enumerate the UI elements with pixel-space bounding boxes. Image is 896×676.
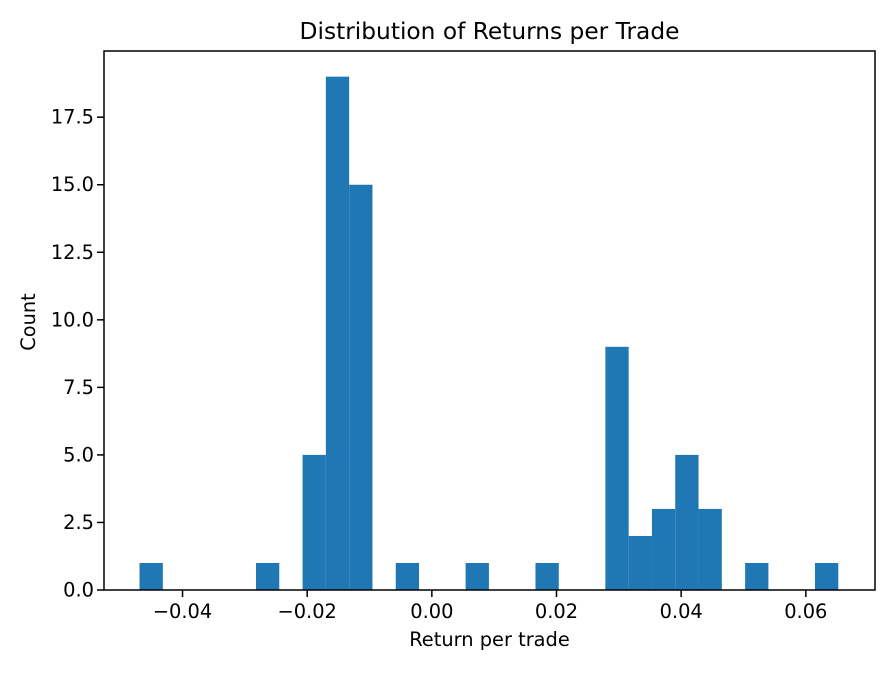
histogram-bar (651, 508, 676, 590)
histogram-bar (815, 562, 839, 590)
x-tick-label: −0.04 (153, 600, 212, 623)
y-tick-label: 7.5 (63, 376, 94, 399)
histogram-bar (349, 184, 373, 591)
plot-border (103, 50, 876, 591)
x-tick-label: 0.02 (535, 600, 578, 623)
histogram-bar (698, 508, 722, 590)
x-axis-label: Return per trade (409, 628, 570, 651)
y-axis-label: Count (17, 293, 40, 351)
y-tick-label: 10.0 (51, 308, 94, 331)
y-tick-label: 12.5 (51, 241, 94, 264)
histogram-bar (139, 562, 163, 590)
plot-area (104, 51, 875, 590)
x-tick-label: 0.06 (784, 600, 827, 623)
y-tick-label: 15.0 (51, 173, 94, 196)
x-tick-label: 0.00 (410, 600, 453, 623)
bars-group (139, 76, 839, 591)
histogram-bar (255, 562, 280, 590)
x-tick-label: 0.04 (660, 600, 703, 623)
ticks-group: −0.04 −0.02 0.00 0.02 0.04 0.06 0.0 2.5 5.0 7.5 10… (51, 106, 828, 623)
y-tick-label: 0.0 (63, 579, 94, 602)
y-tick-label: 5.0 (63, 443, 94, 466)
y-tick-label: 17.5 (51, 106, 94, 129)
histogram-bar (395, 562, 420, 590)
histogram-bar (535, 562, 559, 590)
x-tick-label: −0.02 (277, 600, 336, 623)
histogram-bar (675, 454, 699, 590)
histogram-bar (745, 562, 769, 590)
histogram-bar (628, 535, 652, 590)
histogram-bar (325, 76, 350, 591)
chart-title: Distribution of Returns per Trade (300, 18, 680, 45)
histogram-bar (605, 346, 629, 590)
histogram-bar (465, 562, 489, 590)
histogram-bar (302, 454, 326, 590)
y-tick-label: 2.5 (63, 511, 94, 534)
